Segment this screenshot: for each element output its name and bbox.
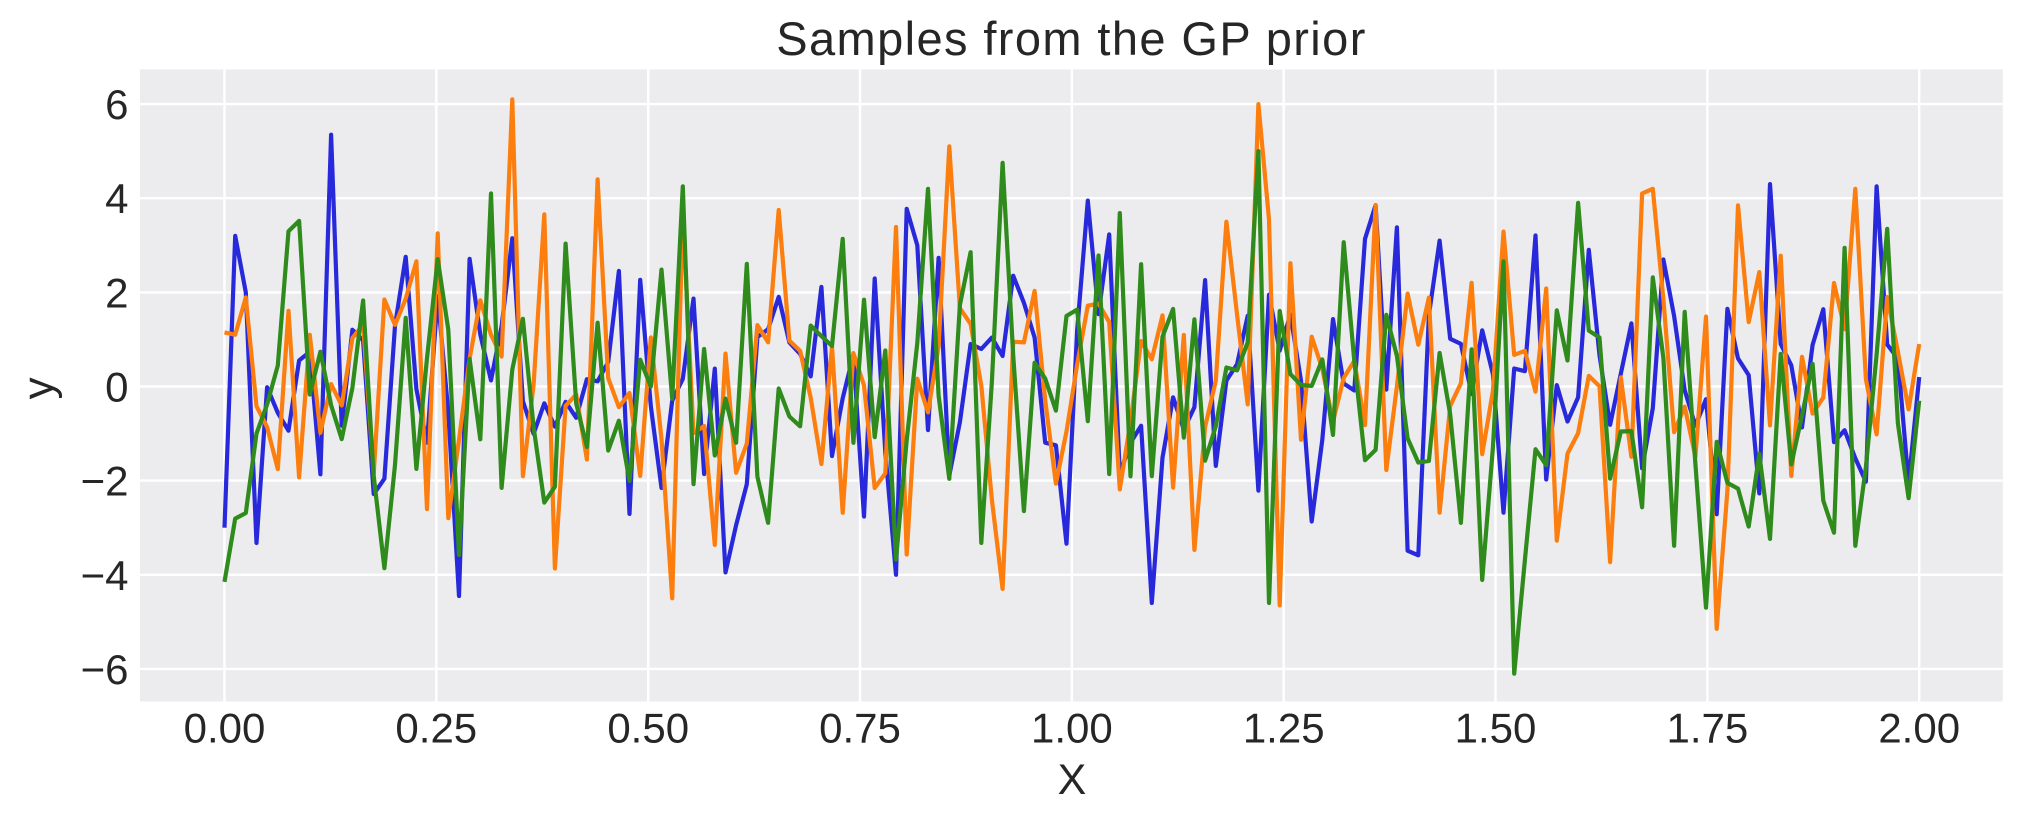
- svg-text:0.50: 0.50: [607, 705, 689, 752]
- svg-text:X: X: [1058, 756, 1087, 804]
- svg-text:y: y: [14, 377, 63, 399]
- svg-text:6: 6: [105, 81, 128, 128]
- svg-text:2: 2: [105, 269, 128, 316]
- svg-text:Samples from the GP prior: Samples from the GP prior: [776, 12, 1367, 65]
- svg-text:1.75: 1.75: [1667, 705, 1749, 752]
- svg-text:1.50: 1.50: [1455, 705, 1537, 752]
- svg-text:−2: −2: [81, 458, 129, 505]
- svg-text:2.00: 2.00: [1878, 705, 1960, 752]
- svg-text:−6: −6: [81, 646, 129, 693]
- svg-text:1.00: 1.00: [1031, 705, 1113, 752]
- svg-text:0.25: 0.25: [395, 705, 477, 752]
- svg-text:1.25: 1.25: [1243, 705, 1325, 752]
- svg-text:0.75: 0.75: [819, 705, 901, 752]
- svg-text:0: 0: [105, 364, 128, 411]
- svg-text:−4: −4: [81, 552, 129, 599]
- svg-text:4: 4: [105, 175, 128, 222]
- svg-text:0.00: 0.00: [184, 705, 266, 752]
